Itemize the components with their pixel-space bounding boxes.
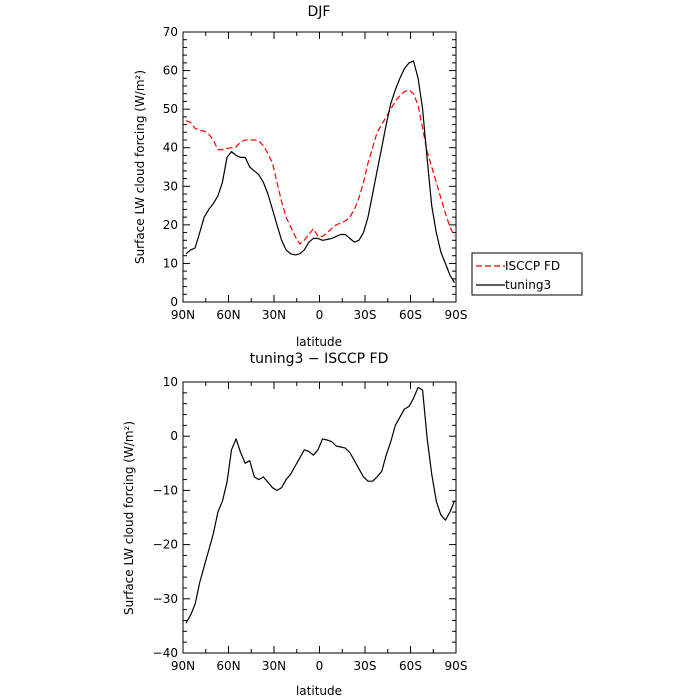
- bottom-y-tick-label: −30: [153, 592, 178, 606]
- bottom-x-axis-label: latitude: [296, 684, 342, 698]
- bottom-y-axis-label: Surface LW cloud forcing (W/m²): [122, 421, 136, 615]
- legend-box: [471, 252, 583, 296]
- top-series-isccp-fd: [185, 89, 456, 245]
- top-y-tick-label: 20: [163, 218, 178, 232]
- top-x-axis-label: latitude: [296, 335, 342, 349]
- top-y-tick-label: 40: [163, 141, 178, 155]
- bottom-x-tick-label: 60N: [216, 659, 240, 673]
- legend-label-isccp: ISCCP FD: [505, 259, 560, 273]
- top-y-tick-label: 10: [163, 256, 178, 270]
- legend: ISCCP FD tuning3: [471, 252, 583, 296]
- bottom-y-tick-label: −10: [153, 483, 178, 497]
- bottom-plot-frame: [182, 381, 457, 654]
- top-y-tick-label: 0: [170, 295, 178, 309]
- bottom-series-line: [185, 386, 456, 624]
- bottom-y-tick-label: −20: [153, 538, 178, 552]
- bottom-x-tick-label: 90N: [171, 659, 195, 673]
- bottom-x-tick-label: 60S: [399, 659, 422, 673]
- top-x-tick-label: 60N: [216, 308, 240, 322]
- top-y-tick-label: 50: [163, 102, 178, 116]
- top-y-tick-label: 70: [163, 25, 178, 39]
- bottom-chart-plot: 90N 60N 30N 0 30S 60S 90S −40 −30 −20 −10 0 10: [153, 375, 468, 673]
- top-x-tick-label: 30S: [354, 308, 377, 322]
- bottom-y-tick-label: 10: [163, 375, 178, 389]
- top-chart-plot: 90N 60N 30N 0 30S 60S 90S 0 10 20 30 40 50 60 70: [163, 25, 468, 322]
- top-plot-frame: [182, 31, 457, 303]
- legend-label-tuning3: tuning3: [505, 278, 551, 292]
- top-y-tick-label: 30: [163, 179, 178, 193]
- bottom-x-tick-label: 30S: [354, 659, 377, 673]
- top-y-tick-label: 60: [163, 64, 178, 78]
- bottom-y-tick-label: −40: [153, 646, 178, 660]
- top-x-tick-label: 30N: [262, 308, 286, 322]
- bottom-x-tick-label: 0: [316, 659, 324, 673]
- top-series-tuning3: [185, 60, 456, 284]
- bottom-x-tick-label: 90S: [445, 659, 468, 673]
- bottom-y-tick-label: 0: [170, 429, 178, 443]
- top-x-tick-label: 90S: [445, 308, 468, 322]
- top-x-tick-label: 90N: [171, 308, 195, 322]
- bottom-x-tick-label: 30N: [262, 659, 286, 673]
- bottom-chart-title: tuning3 − ISCCP FD: [250, 351, 389, 367]
- top-x-tick-label: 60S: [399, 308, 422, 322]
- top-chart-title: DJF: [308, 4, 331, 20]
- top-x-tick-label: 0: [316, 308, 324, 322]
- top-y-axis-label: Surface LW cloud forcing (W/m²): [133, 70, 147, 264]
